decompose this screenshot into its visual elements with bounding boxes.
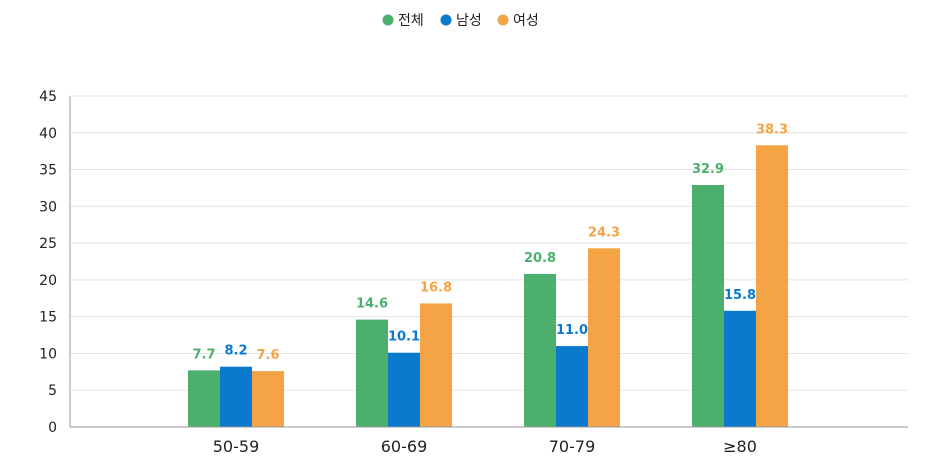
y-tick-label: 10 <box>39 346 57 362</box>
bar <box>188 370 220 427</box>
legend-label: 남성 <box>456 13 482 29</box>
y-tick-label: 35 <box>39 163 57 179</box>
x-tick-label: 60-69 <box>381 437 428 456</box>
x-tick-label: 50-59 <box>213 437 260 456</box>
y-axis: 0 5 10 15 20 25 30 35 40 45 <box>39 89 71 436</box>
y-tick-label: 0 <box>48 420 57 436</box>
legend-marker <box>497 14 509 26</box>
y-tick-label: 15 <box>39 310 57 326</box>
y-tick-label: 5 <box>48 383 57 399</box>
data-label: 38.3 <box>756 122 788 137</box>
bar <box>220 366 252 427</box>
bar <box>356 319 388 427</box>
legend-label: 여성 <box>513 13 539 29</box>
x-axis: 50-59 60-69 70-79 ≥80 <box>70 426 908 456</box>
y-tick-label: 25 <box>39 236 57 252</box>
y-tick-label: 40 <box>39 126 57 142</box>
y-tick-label: 30 <box>39 199 57 215</box>
bar <box>556 346 588 427</box>
legend: 전체 남성 여성 <box>382 13 539 29</box>
data-labels: 7.7 8.2 7.6 14.6 10.1 16.8 20.8 11.0 24.3 32.9 15.… <box>192 122 788 363</box>
data-label: 32.9 <box>692 162 724 177</box>
x-tick-label: 70-79 <box>549 437 596 456</box>
legend-marker <box>440 14 452 26</box>
y-tick-label: 20 <box>39 273 57 289</box>
bar <box>388 352 420 427</box>
legend-label: 전체 <box>398 13 424 29</box>
data-label: 10.1 <box>388 330 420 345</box>
data-label: 24.3 <box>588 225 620 240</box>
data-label: 7.6 <box>256 348 279 363</box>
data-label: 20.8 <box>524 251 556 266</box>
legend-marker <box>382 14 394 26</box>
bars <box>188 145 788 427</box>
bar <box>756 145 788 427</box>
data-label: 15.8 <box>724 288 756 303</box>
bar <box>524 274 556 427</box>
bar <box>252 371 284 427</box>
data-label: 7.7 <box>192 347 215 362</box>
y-tick-label: 45 <box>39 89 57 105</box>
bar <box>724 310 756 427</box>
data-label: 8.2 <box>224 344 247 359</box>
bar <box>692 185 724 427</box>
data-label: 11.0 <box>556 323 588 338</box>
bar <box>588 248 620 427</box>
x-tick-label: ≥80 <box>723 437 757 456</box>
bar <box>420 303 452 427</box>
gridlines <box>70 95 908 391</box>
data-label: 14.6 <box>356 297 388 312</box>
data-label: 16.8 <box>420 280 452 295</box>
